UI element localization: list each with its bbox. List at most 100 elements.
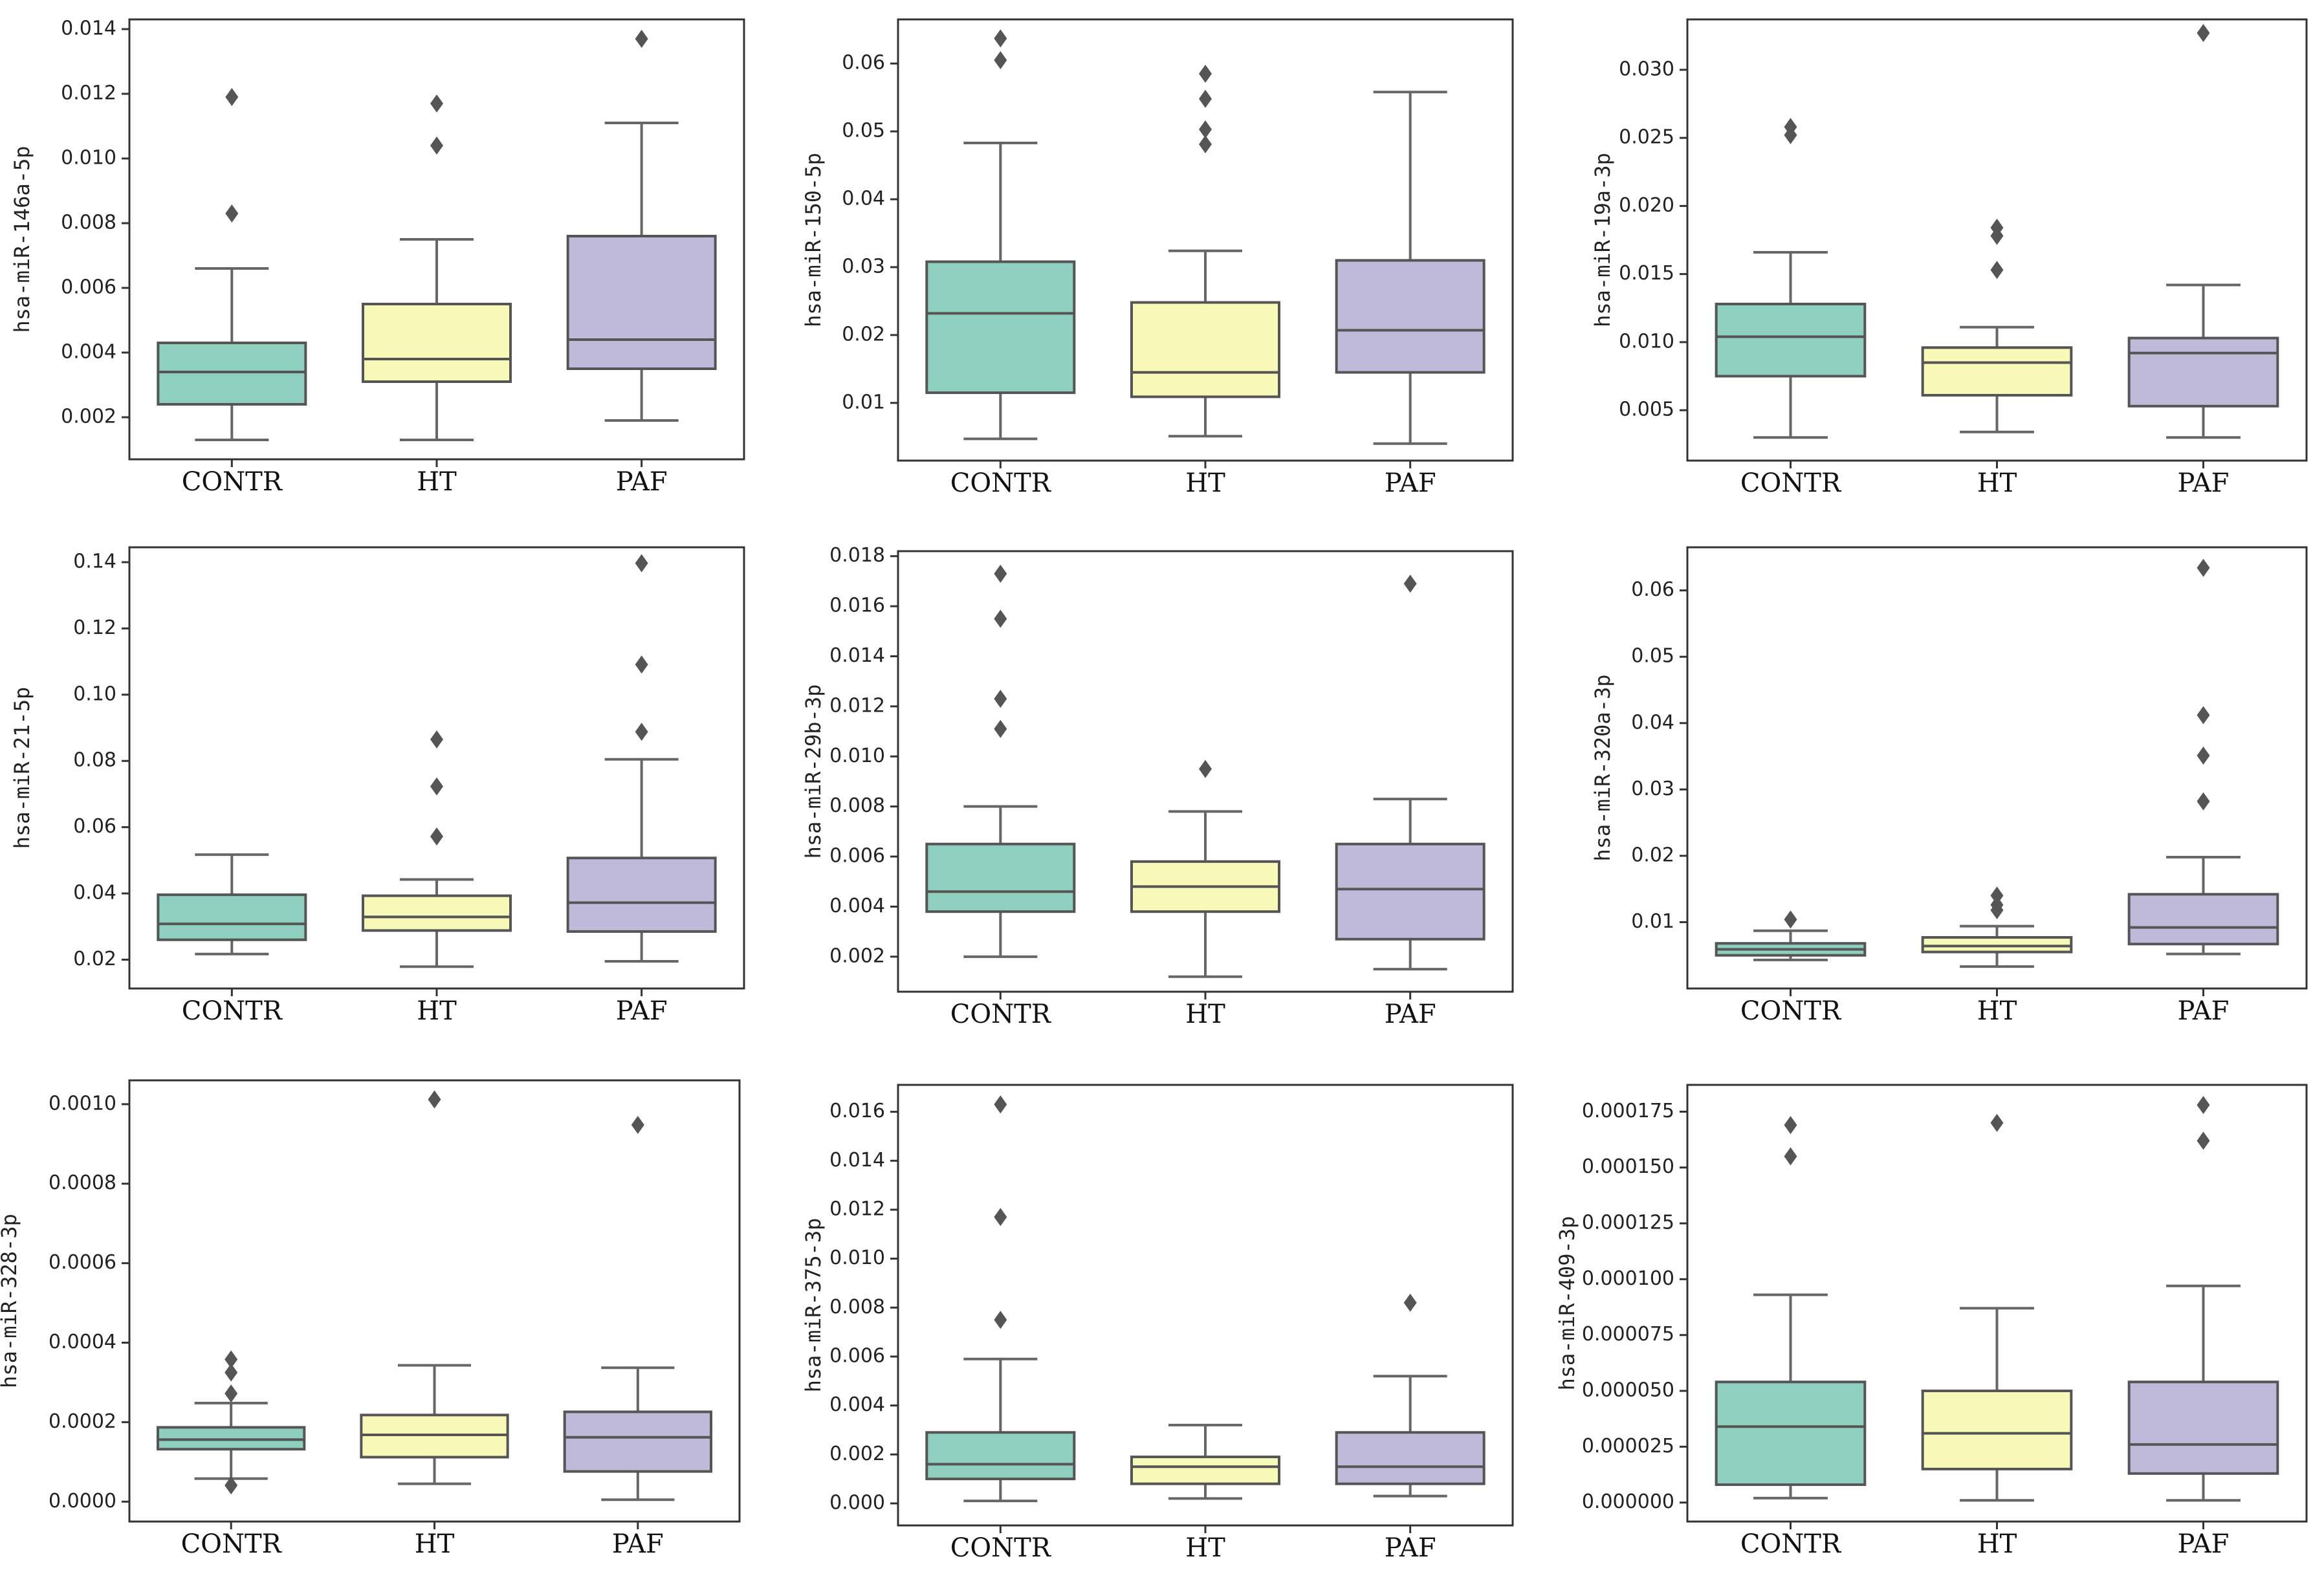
outlier-point	[994, 50, 1007, 69]
subplot-1: 0.002 0.004 0.006 0.008 0.010 0.012 0.014 CONTR…	[10, 17, 745, 497]
box-paf	[566, 235, 717, 370]
outlier-point	[994, 719, 1007, 738]
axes-frame	[128, 546, 745, 990]
ytick-label: 0.06	[1631, 578, 1674, 601]
outlier-point	[225, 1384, 238, 1403]
ytick-label: 0.008	[829, 794, 885, 817]
box-ht	[1130, 1456, 1280, 1485]
box-contr	[1715, 1381, 1867, 1487]
ytick-label: 0.10	[73, 682, 116, 705]
xtick-label: HT	[417, 467, 457, 497]
ytick-label: 0.014	[829, 644, 885, 667]
outlier-point	[225, 1363, 238, 1382]
xtick-label: CONTR	[950, 999, 1052, 1029]
outlier-point	[2197, 24, 2210, 43]
ytick-label: 0.025	[1619, 126, 1674, 149]
ytick-label: 0.05	[842, 120, 885, 142]
box-paf	[1335, 842, 1485, 941]
ytick-label: 0.000050	[1582, 1379, 1674, 1402]
ytick-label: 0.018	[829, 544, 885, 567]
outlier-point	[1784, 1116, 1797, 1135]
ytick-label: 0.010	[829, 1247, 885, 1269]
outlier-point	[2197, 792, 2210, 811]
xtick-label: PAF	[1385, 1533, 1436, 1563]
axes-frame	[897, 550, 1514, 993]
box-contr	[157, 893, 307, 941]
ytick-label: 0.12	[73, 617, 116, 639]
ytick-label: 0.0000	[49, 1490, 116, 1512]
subplot-3: 0.005 0.010 0.015 0.020 0.025 0.030 CONTR HT PAF…	[1590, 18, 2308, 498]
box-contr	[157, 1426, 306, 1451]
outlier-point	[1784, 118, 1797, 136]
ylabel: hsa-miR-320a-3p	[1590, 675, 1615, 862]
xtick-label: HT	[1185, 999, 1225, 1029]
outlier-point	[1990, 261, 2004, 279]
ytick-label: 0.015	[1619, 262, 1674, 285]
outlier-point	[428, 1090, 441, 1109]
ytick-label: 0.02	[73, 948, 116, 970]
box-paf	[1335, 259, 1485, 374]
box-contr	[925, 1431, 1076, 1481]
ytick-label: 0.012	[61, 82, 116, 105]
outlier-point	[1403, 1293, 1417, 1312]
ylabel: hsa-miR-409-3p	[1555, 1216, 1579, 1391]
outlier-point	[2197, 747, 2210, 765]
outlier-point	[994, 1208, 1007, 1227]
box-paf	[2127, 336, 2279, 408]
ytick-label: 0.012	[829, 694, 885, 717]
box-ht	[362, 303, 512, 383]
ytick-label: 0.030	[1619, 58, 1674, 80]
outlier-point	[225, 204, 239, 223]
axes-frame	[1686, 1084, 2308, 1523]
ytick-label: 0.08	[73, 749, 116, 772]
box-ht	[1921, 346, 2073, 397]
xtick-label: CONTR	[1740, 468, 1842, 498]
ytick-label: 0.002	[829, 944, 885, 967]
outlier-point	[635, 30, 648, 48]
ylabel: hsa-miR-375-3p	[801, 1218, 826, 1393]
ytick-label: 0.006	[61, 276, 116, 299]
box-paf	[2127, 893, 2279, 946]
outlier-point	[1199, 759, 1212, 778]
axes-frame	[897, 1084, 1514, 1527]
ytick-label: 0.010	[829, 745, 885, 767]
outlier-point	[430, 827, 443, 846]
outlier-point	[2197, 558, 2210, 577]
box-paf	[563, 1410, 712, 1473]
outlier-point	[994, 1095, 1007, 1114]
outlier-point	[1199, 89, 1212, 108]
xtick-label: HT	[417, 996, 457, 1026]
box-paf	[2127, 1381, 2279, 1475]
ytick-label: 0.05	[1631, 645, 1674, 668]
axes-frame	[128, 18, 745, 461]
ylabel: hsa-miR-21-5p	[10, 687, 34, 849]
ytick-label: 0.010	[61, 147, 116, 169]
outlier-point	[225, 1350, 238, 1369]
ytick-label: 0.04	[73, 882, 116, 904]
outlier-point	[994, 564, 1007, 583]
outlier-point	[994, 609, 1007, 628]
ytick-label: 0.020	[1619, 194, 1674, 217]
ytick-label: 0.02	[1631, 844, 1674, 866]
outlier-point	[635, 554, 648, 573]
outlier-point	[2197, 706, 2210, 725]
outlier-point	[994, 29, 1007, 48]
ytick-label: 0.004	[829, 895, 885, 917]
ytick-label: 0.000000	[1582, 1490, 1674, 1513]
ytick-label: 0.008	[61, 212, 116, 234]
xtick-label: PAF	[616, 996, 668, 1026]
box-paf	[566, 857, 717, 933]
ytick-label: 0.014	[829, 1149, 885, 1172]
box-ht	[1130, 301, 1280, 398]
ytick-label: 0.004	[829, 1393, 885, 1416]
box-contr	[1715, 302, 1867, 378]
ytick-label: 0.0004	[49, 1331, 116, 1353]
ytick-label: 0.000075	[1582, 1323, 1674, 1346]
xtick-label: CONTR	[1740, 1529, 1842, 1559]
ytick-label: 0.0002	[49, 1410, 116, 1433]
outlier-point	[631, 1115, 644, 1134]
xtick-label: HT	[1185, 468, 1225, 498]
ytick-label: 0.000175	[1582, 1100, 1674, 1122]
box-contr	[925, 842, 1076, 913]
